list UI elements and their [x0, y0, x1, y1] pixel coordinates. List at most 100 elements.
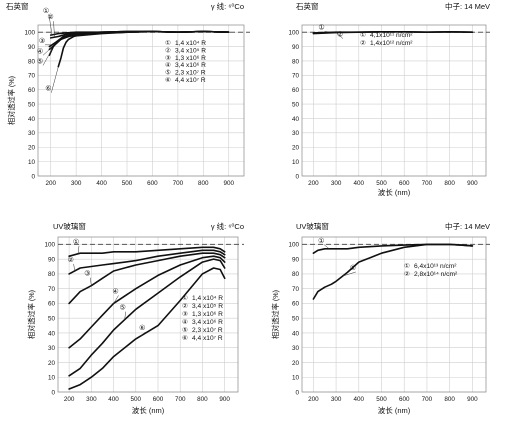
callout-leader	[77, 245, 80, 254]
x-tick-label: 300	[331, 396, 342, 403]
x-tick-label: 600	[399, 180, 410, 187]
legend-label: 1,4 x10⁴ R	[192, 295, 223, 302]
callout-leader	[48, 14, 53, 35]
y-tick-label: 90	[292, 44, 300, 51]
grid	[302, 237, 486, 393]
y-tick-label: 60	[292, 87, 300, 94]
legend-label: 4,4 x10⁷ R	[175, 77, 206, 84]
x-tick-label: 300	[331, 180, 342, 187]
x-tick-label: 500	[376, 180, 387, 187]
grid	[302, 25, 486, 177]
legend-marker: ⑤	[182, 327, 188, 334]
legend-marker: ③	[182, 311, 188, 318]
x-tick-label: 600	[399, 396, 410, 403]
y-axis-label: 相对透过率 (%)	[27, 290, 36, 339]
series-line-2	[68, 249, 226, 275]
y-tick-label: 30	[48, 345, 56, 352]
y-tick-label: 100	[288, 29, 299, 36]
panel-bottom-left: UV玻璃窗 γ 线: ⁶⁰Co 0 10 20 30 40 50 60 70 80 90 100 200 3…	[27, 221, 244, 415]
y-tick-label: 100	[44, 242, 55, 249]
callout-leader	[42, 47, 53, 56]
y-tick-label: 80	[28, 58, 36, 65]
callout-leader	[90, 277, 92, 286]
x-tick-label: 600	[147, 180, 158, 187]
y-tick-label: 70	[292, 286, 300, 293]
series-line-6	[57, 30, 230, 68]
y-tick-label: 10	[28, 159, 36, 166]
x-tick-label: 500	[122, 180, 133, 187]
legend-marker: ⑤	[165, 70, 171, 77]
x-tick-label: 400	[354, 180, 365, 187]
callout-leader	[73, 263, 75, 271]
legend-label: 1,3 x10⁶ R	[175, 55, 206, 62]
y-tick-label: 70	[48, 286, 56, 293]
legend-label: 3,4 x10⁵ R	[192, 303, 223, 310]
y-tick-label: 40	[292, 116, 300, 123]
panel-title: 石英窗	[6, 1, 29, 11]
y-tick-label: 30	[292, 345, 300, 352]
y-tick-label: 20	[292, 145, 300, 152]
x-tick-label: 700	[422, 396, 433, 403]
x-tick-label: 900	[219, 396, 230, 403]
callout-leader	[124, 311, 126, 320]
x-tick-label: 700	[173, 180, 184, 187]
series-line-4	[68, 255, 226, 349]
legend-marker: ④	[165, 62, 171, 69]
series-marker-label: ⑥	[139, 324, 145, 332]
x-tick-label: 500	[376, 396, 387, 403]
series-marker-label: ①	[73, 238, 79, 246]
panel-top-left: 石英窗 γ 线: ⁶⁰Co 0 10 20 30 40 50 60 70 80 90 100 200 300…	[6, 1, 250, 187]
x-tick-label: 800	[197, 396, 208, 403]
grid	[38, 25, 244, 177]
x-tick-label: 900	[467, 396, 478, 403]
series-line-2	[312, 30, 474, 35]
panel-subtitle: 中子: 14 MeV	[445, 221, 490, 231]
plot-frame	[37, 24, 245, 177]
panel-title: 石英窗	[296, 1, 319, 11]
x-tick-label: 200	[308, 396, 319, 403]
y-tick-label: 70	[28, 73, 36, 80]
legend-marker: ①	[360, 32, 366, 39]
y-tick-label: 100	[288, 242, 299, 249]
legend-marker: ⑥	[165, 77, 171, 84]
y-tick-label: 50	[292, 315, 300, 322]
x-tick-label: 800	[444, 180, 455, 187]
series-line-2	[312, 243, 474, 300]
series-marker-label: ⑥	[45, 85, 51, 93]
x-axis-label: 波长 (nm)	[378, 187, 411, 197]
y-tick-label: 50	[292, 101, 300, 108]
y-tick-label: 100	[24, 29, 35, 36]
legend-marker: ②	[360, 40, 366, 47]
series-marker-label: ④	[37, 47, 43, 55]
panel-top-right: 石英窗 中子: 14 MeV 0 10 20 30 40 50 60 70 80 90 100 200 30…	[288, 1, 490, 197]
y-tick-label: 0	[51, 389, 55, 396]
y-tick-label: 80	[292, 271, 300, 278]
x-tick-label: 800	[444, 396, 455, 403]
x-tick-label: 300	[86, 396, 97, 403]
y-tick-label: 50	[28, 101, 36, 108]
series-line-1	[68, 246, 226, 258]
x-tick-label: 400	[354, 396, 365, 403]
series-marker-label: ③	[84, 270, 90, 278]
y-tick-label: 40	[28, 116, 36, 123]
y-tick-label: 20	[48, 360, 56, 367]
series-marker-label: ④	[112, 287, 118, 295]
y-tick-label: 60	[48, 301, 56, 308]
legend-label: 2,3 x10⁷ R	[175, 70, 206, 77]
legend-label: 1,4x10¹² n/cm²	[370, 40, 413, 47]
y-axis-label: 相对透过率 (%)	[271, 290, 280, 339]
y-tick-label: 90	[28, 44, 36, 51]
x-tick-label: 200	[64, 396, 75, 403]
series-marker-label: ⑤	[37, 57, 43, 65]
y-tick-label: 0	[31, 173, 35, 180]
legend-marker: ③	[165, 55, 171, 62]
plot-frame	[301, 24, 487, 177]
x-tick-label: 500	[131, 396, 142, 403]
x-tick-label: 700	[175, 396, 186, 403]
y-tick-label: 80	[48, 271, 56, 278]
y-tick-label: 30	[292, 130, 300, 137]
series-line-5	[68, 258, 226, 377]
callout-leader	[342, 271, 356, 277]
x-tick-label: 700	[422, 180, 433, 187]
x-tick-label: 400	[96, 180, 107, 187]
